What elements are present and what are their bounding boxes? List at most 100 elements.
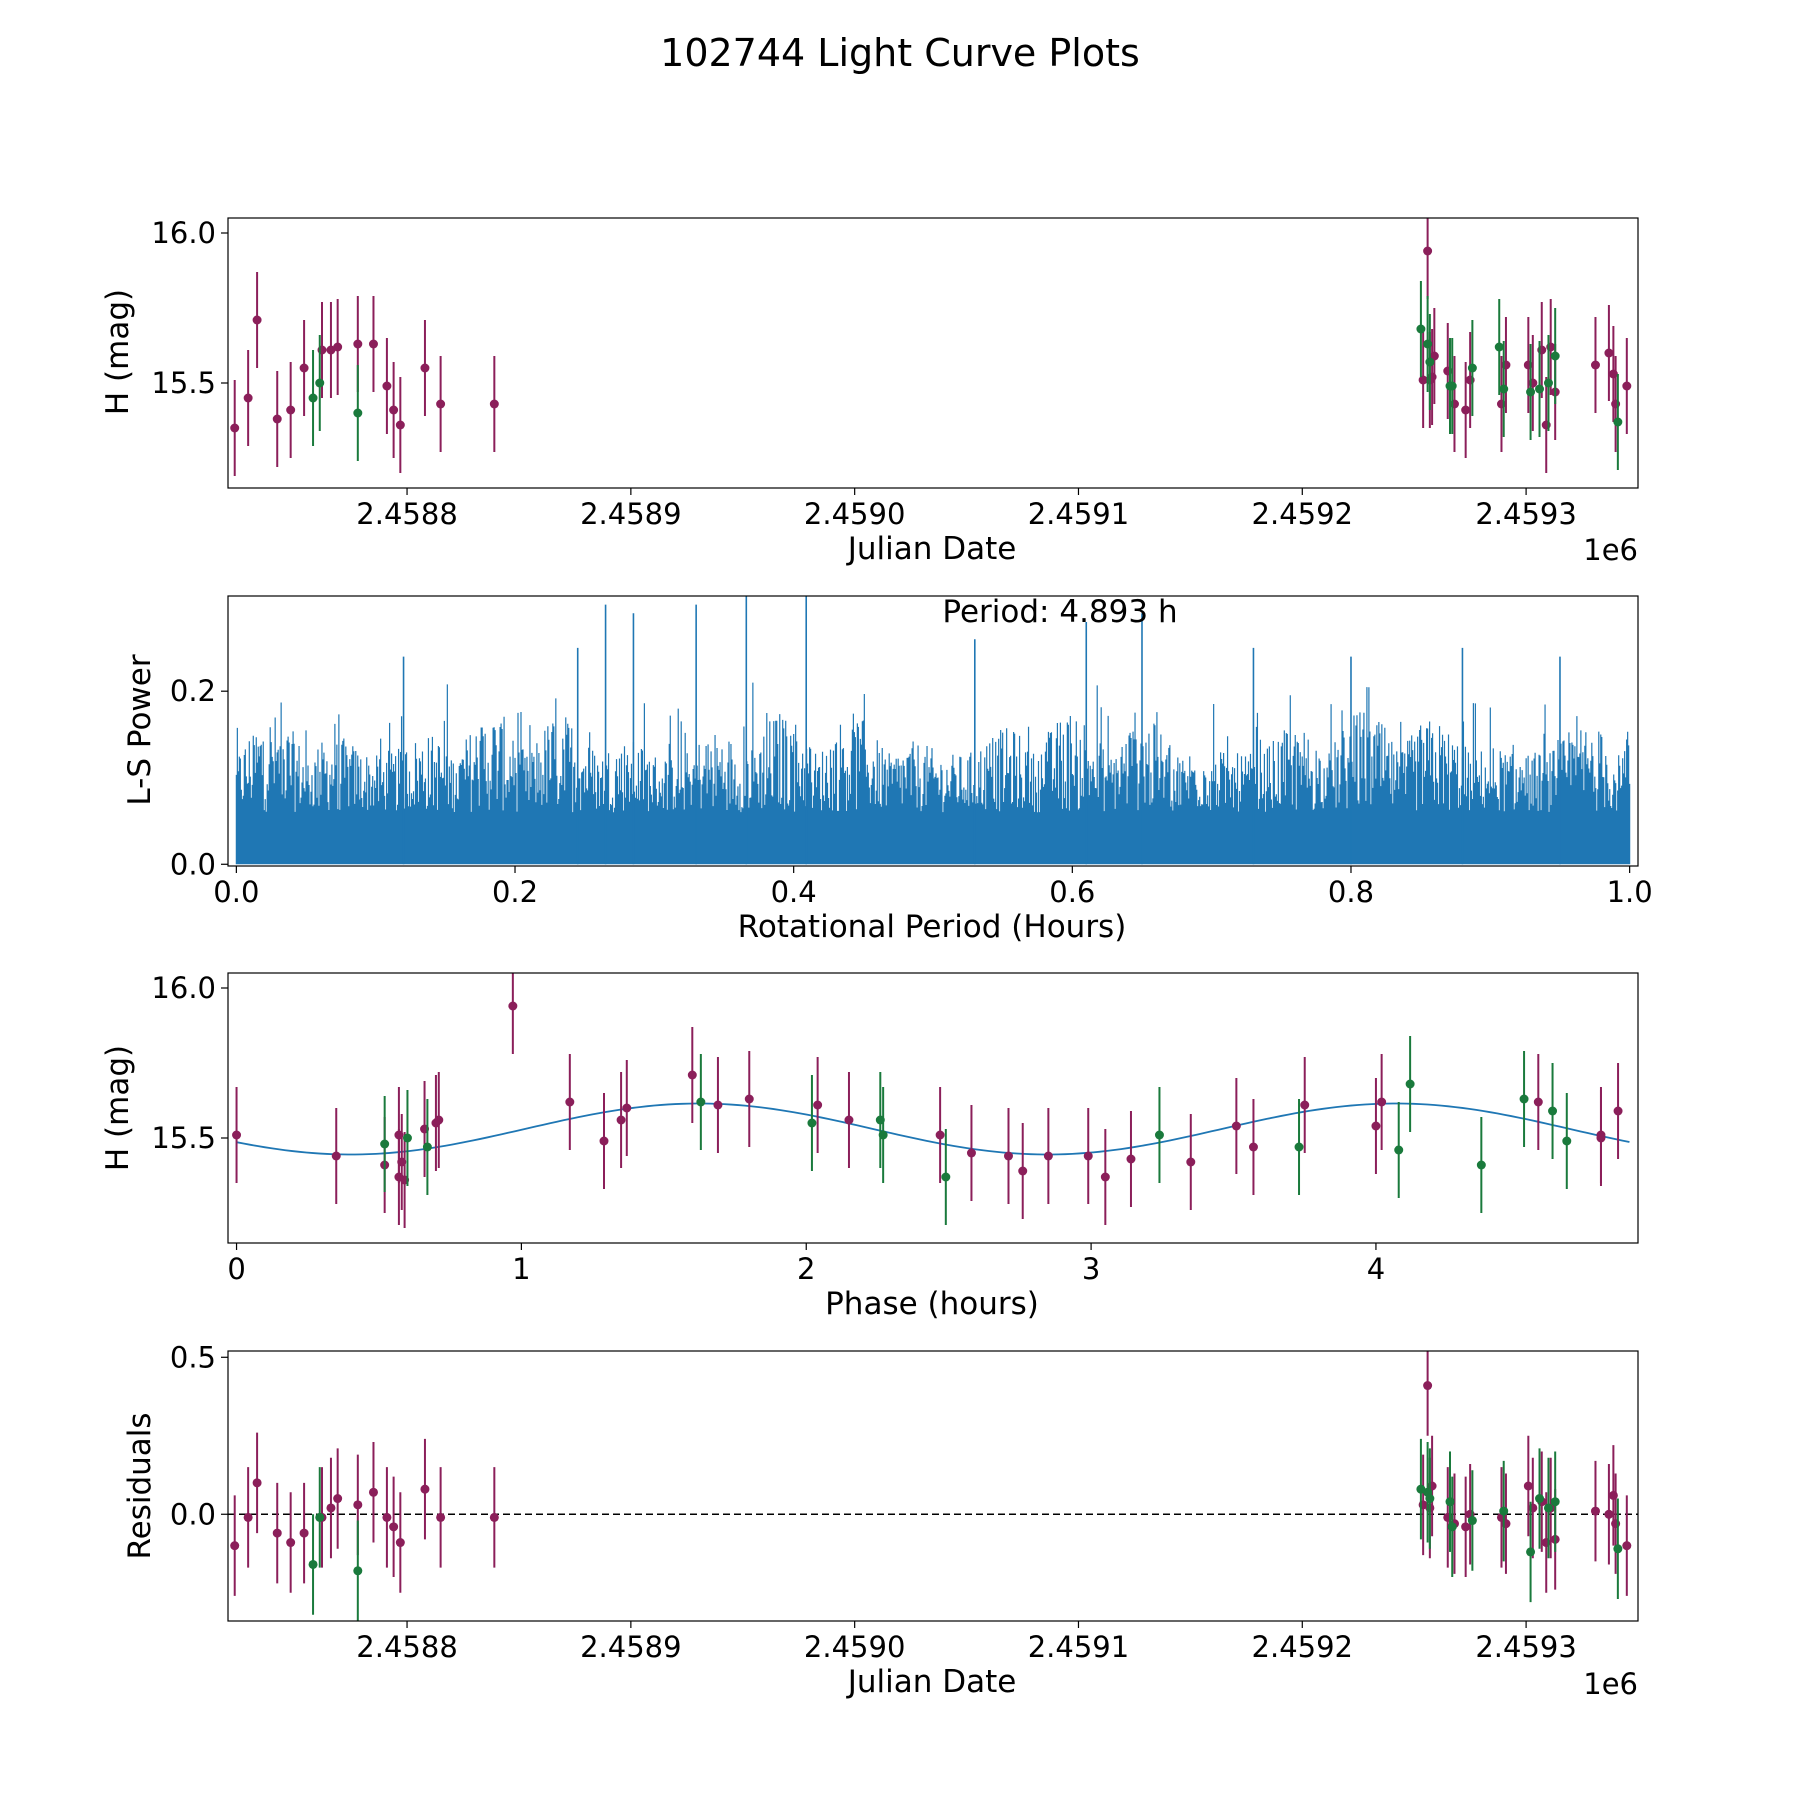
maroon-data-point (1613, 1106, 1623, 1116)
maroon-data-point (508, 1001, 518, 1011)
panel-raw-light-curve: 2.4588 2.4589 2.4590 2.4591 2.4592 2.4593 15.5… (100, 216, 1639, 567)
green-data-point (1499, 1506, 1509, 1516)
maroon-data-point (436, 1512, 446, 1522)
figure-title: 102744 Light Curve Plots (660, 31, 1140, 75)
maroon-data-point (353, 339, 363, 349)
periodogram-y-tick-label: 0.0 (170, 847, 216, 881)
maroon-data-point (243, 393, 253, 403)
periodogram-y-tick-label: 0.2 (170, 674, 216, 708)
maroon-data-point (565, 1097, 575, 1107)
period-annotation: Period: 4.893 h (942, 594, 1177, 630)
green-data-point (1476, 1160, 1486, 1170)
periodogram-x-tick-label: 0.0 (213, 875, 259, 909)
maroon-data-point (1423, 246, 1433, 256)
green-data-point (353, 1566, 363, 1576)
residuals-y-tick-label: 0.0 (170, 1497, 216, 1531)
raw-x-offset-label: 1e6 (1583, 533, 1638, 567)
maroon-data-point (1126, 1154, 1136, 1164)
residuals-x-tick-label: 2.4590 (804, 1630, 905, 1664)
phased-plot-area: 0 1 2 3 4 15.5 16.0 (151, 971, 1639, 1286)
green-data-point (1416, 324, 1426, 334)
residuals-y-axis-label: Residuals (122, 1412, 158, 1559)
green-data-point (1425, 357, 1435, 367)
green-data-point (308, 393, 318, 403)
maroon-data-point (1622, 381, 1632, 391)
maroon-data-point (1604, 1509, 1614, 1519)
maroon-data-point (232, 1130, 242, 1140)
green-data-point (1447, 1522, 1457, 1532)
periodogram-x-tick-label: 0.4 (771, 875, 817, 909)
maroon-data-point (286, 1538, 296, 1548)
maroon-data-point (299, 363, 309, 373)
raw-y-axis-label: H (mag) (100, 289, 136, 415)
green-data-point (1154, 1130, 1164, 1140)
maroon-data-point (966, 1148, 976, 1158)
phased-axes-frame (227, 972, 1639, 1244)
residuals-x-axis-label: Julian Date (846, 1664, 1017, 1700)
fit-curve (236, 1102, 1630, 1156)
maroon-data-point (744, 1094, 754, 1104)
green-data-point (1499, 384, 1509, 394)
maroon-data-point (382, 1512, 392, 1522)
maroon-data-point (368, 1487, 378, 1497)
green-data-point (1613, 1544, 1623, 1554)
phased-x-axis-label: Phase (hours) (825, 1286, 1039, 1322)
maroon-data-point (333, 1494, 343, 1504)
phased-y-tick-label: 15.5 (151, 1121, 216, 1155)
green-data-point (1394, 1145, 1404, 1155)
green-data-point (807, 1118, 817, 1128)
residuals-x-tick-label: 2.4592 (1252, 1630, 1353, 1664)
raw-x-tick-label: 2.4591 (1028, 497, 1129, 531)
panel-phased-light-curve: 0 1 2 3 4 15.5 16.0 Phase (hours) H (mag) (100, 971, 1639, 1322)
maroon-data-point (489, 1512, 499, 1522)
maroon-data-point (252, 1478, 262, 1488)
maroon-data-point (1423, 1381, 1433, 1391)
maroon-data-point (1590, 1506, 1600, 1516)
maroon-data-point (1018, 1166, 1028, 1176)
green-data-point (1494, 342, 1504, 352)
green-data-point (1543, 1503, 1553, 1513)
green-data-point (941, 1172, 951, 1182)
maroon-data-point (389, 1522, 399, 1532)
maroon-data-point (1231, 1121, 1241, 1131)
green-data-point (1562, 1136, 1572, 1146)
green-data-point (1550, 351, 1560, 361)
green-data-point (1535, 384, 1545, 394)
maroon-data-point (389, 405, 399, 415)
maroon-data-point (395, 1538, 405, 1548)
maroon-data-point (1248, 1142, 1258, 1152)
raw-x-tick-label: 2.4588 (356, 497, 457, 531)
residuals-x-tick-label: 2.4589 (580, 1630, 681, 1664)
green-data-point (1548, 1106, 1558, 1116)
green-data-point (878, 1130, 888, 1140)
residuals-plot-area: 2.4588 2.4589 2.4590 2.4591 2.4592 2.4593 0.0 0… (170, 1340, 1639, 1664)
maroon-data-point (935, 1130, 945, 1140)
periodogram-x-axis-label: Rotational Period (Hours) (738, 909, 1127, 945)
green-data-point (1294, 1142, 1304, 1152)
green-data-point (315, 378, 325, 388)
maroon-data-point (299, 1528, 309, 1538)
maroon-data-point (368, 339, 378, 349)
green-data-point (1416, 1484, 1426, 1494)
maroon-data-point (1418, 375, 1428, 385)
maroon-data-point (326, 1503, 336, 1513)
maroon-data-point (616, 1115, 626, 1125)
green-data-point (1519, 1094, 1529, 1104)
raw-y-tick-label: 15.5 (151, 366, 216, 400)
green-data-point (1526, 387, 1536, 397)
raw-x-tick-label: 2.4590 (804, 497, 905, 531)
periodogram-x-tick-label: 0.6 (1049, 875, 1095, 909)
maroon-data-point (353, 1500, 363, 1510)
periodogram-x-tick-label: 0.8 (1328, 875, 1374, 909)
maroon-data-point (1461, 1522, 1471, 1532)
green-data-point (380, 1139, 390, 1149)
green-data-point (1535, 1494, 1545, 1504)
maroon-data-point (599, 1136, 609, 1146)
maroon-data-point (382, 381, 392, 391)
phased-x-tick-label: 3 (1082, 1252, 1100, 1286)
maroon-data-point (331, 1151, 341, 1161)
maroon-data-point (1523, 1481, 1533, 1491)
maroon-data-point (1596, 1133, 1606, 1143)
power-spectrum-line (235, 682, 1631, 865)
